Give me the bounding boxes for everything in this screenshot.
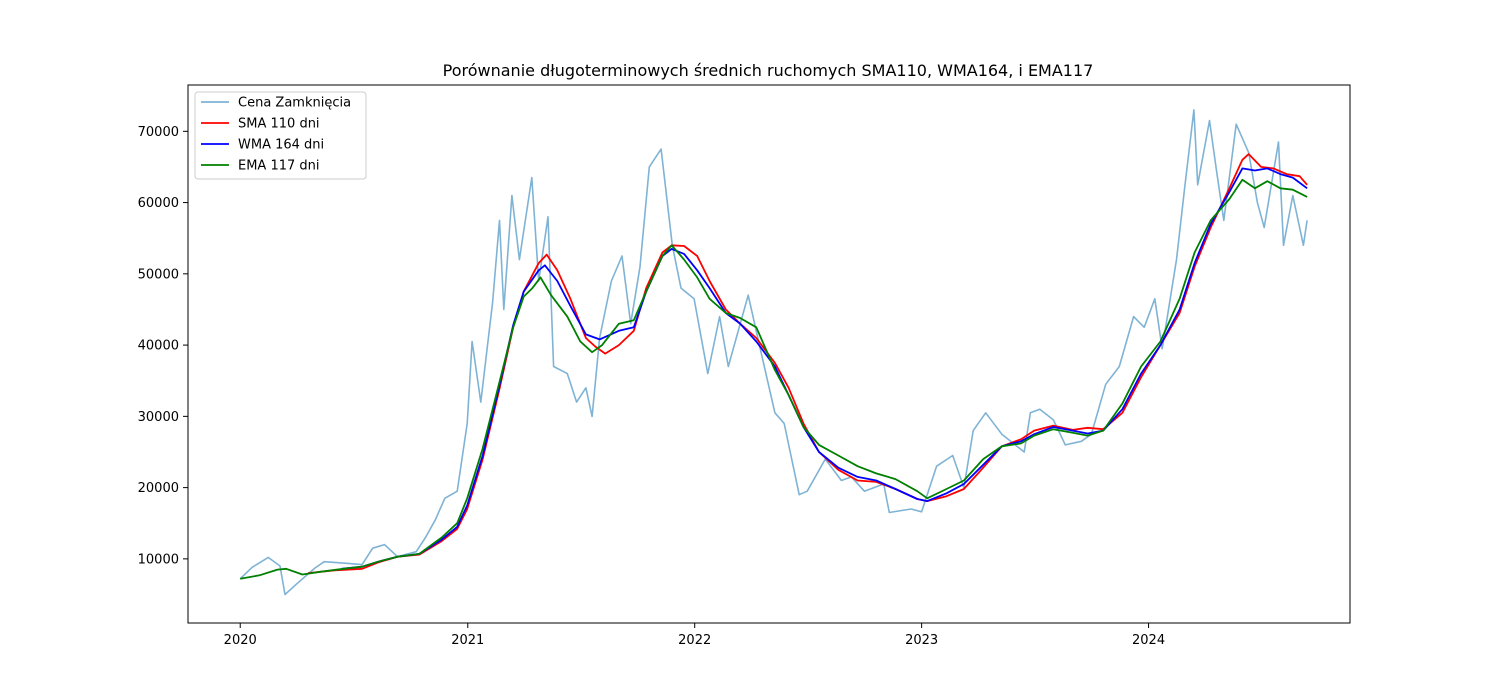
- legend: Cena Zamknięcia SMA 110 dni WMA 164 dni EMA…: [194, 91, 367, 180]
- x-tick-label: 2021: [451, 633, 484, 648]
- x-tick-label: 2024: [1132, 633, 1165, 648]
- y-tick-label: 10000: [138, 552, 179, 567]
- y-tick-label: 40000: [138, 339, 179, 354]
- series-line-3: [240, 178, 1308, 580]
- x-tick-label: 2022: [678, 633, 711, 648]
- legend-item: Cena Zamknięcia: [201, 96, 351, 111]
- plot-frame: [187, 84, 1351, 624]
- legend-item: SMA 110 dni: [201, 117, 320, 132]
- x-tick-label: 2023: [905, 633, 938, 648]
- legend-item: WMA 164 dni: [201, 138, 324, 153]
- series-layer: [239, 109, 1308, 596]
- y-tick-label: 70000: [138, 125, 179, 140]
- x-tick-label: 2020: [224, 633, 257, 648]
- legend-item: EMA 117 dni: [201, 159, 320, 174]
- y-tick-label: 30000: [138, 410, 179, 425]
- legend-label: WMA 164 dni: [238, 138, 324, 153]
- legend-box: [194, 91, 367, 180]
- axes-layer: 2020 2021 2022 2023 2024 10000 20000 30000 40000…: [138, 84, 1351, 648]
- legend-label: Cena Zamknięcia: [238, 96, 351, 111]
- y-tick-label: 20000: [138, 481, 179, 496]
- chart-title: Porównanie długoterminowych średnich ruc…: [443, 61, 1094, 80]
- y-tick-label: 60000: [138, 196, 179, 211]
- y-tick-label: 50000: [138, 267, 179, 282]
- legend-label: EMA 117 dni: [238, 159, 320, 174]
- legend-label: SMA 110 dni: [238, 117, 320, 132]
